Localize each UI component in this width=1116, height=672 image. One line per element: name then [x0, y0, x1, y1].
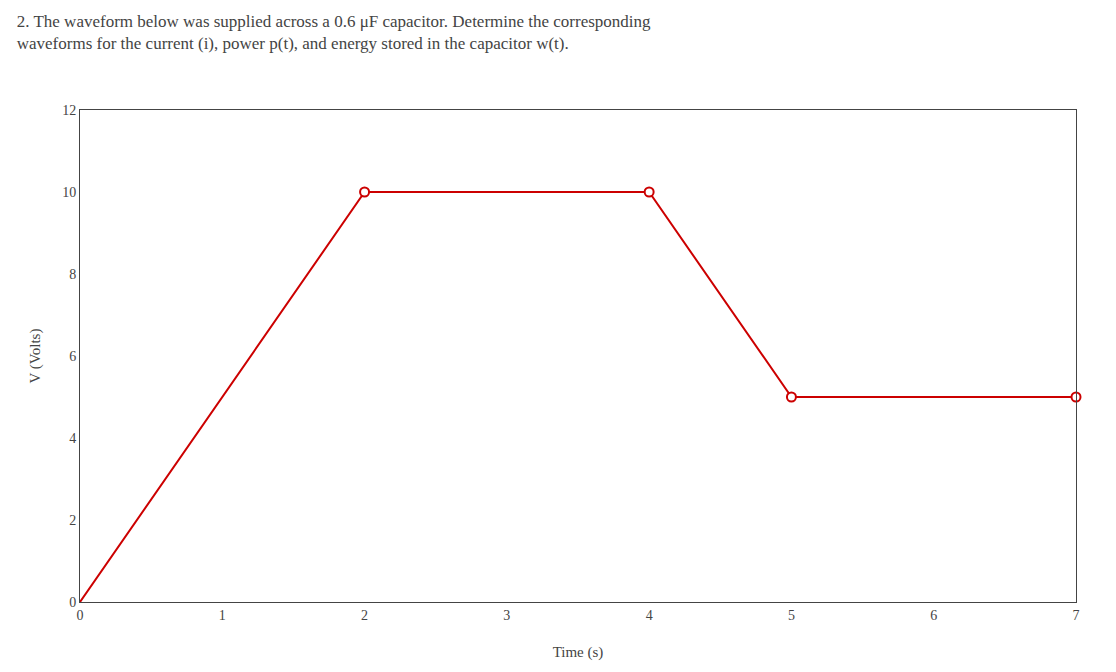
svg-text:2: 2: [361, 608, 368, 623]
svg-text:4: 4: [646, 608, 653, 623]
svg-text:0: 0: [77, 608, 84, 623]
svg-text:Time (s): Time (s): [553, 644, 604, 661]
svg-text:2. The waveform below was supp: 2. The waveform below was supplied acros…: [17, 12, 651, 53]
svg-text:3: 3: [503, 608, 510, 623]
svg-text:10: 10: [62, 185, 76, 200]
svg-text:1: 1: [219, 608, 226, 623]
svg-text:7: 7: [1073, 608, 1080, 623]
svg-text:0: 0: [69, 595, 76, 610]
svg-text:4: 4: [69, 431, 76, 446]
svg-text:6: 6: [69, 349, 76, 364]
svg-text:5: 5: [788, 608, 795, 623]
svg-text:2: 2: [69, 513, 76, 528]
svg-text:8: 8: [69, 267, 76, 282]
svg-text:V (Volts): V (Volts): [27, 329, 44, 384]
svg-text:12: 12: [62, 103, 76, 118]
svg-text:6: 6: [930, 608, 937, 623]
